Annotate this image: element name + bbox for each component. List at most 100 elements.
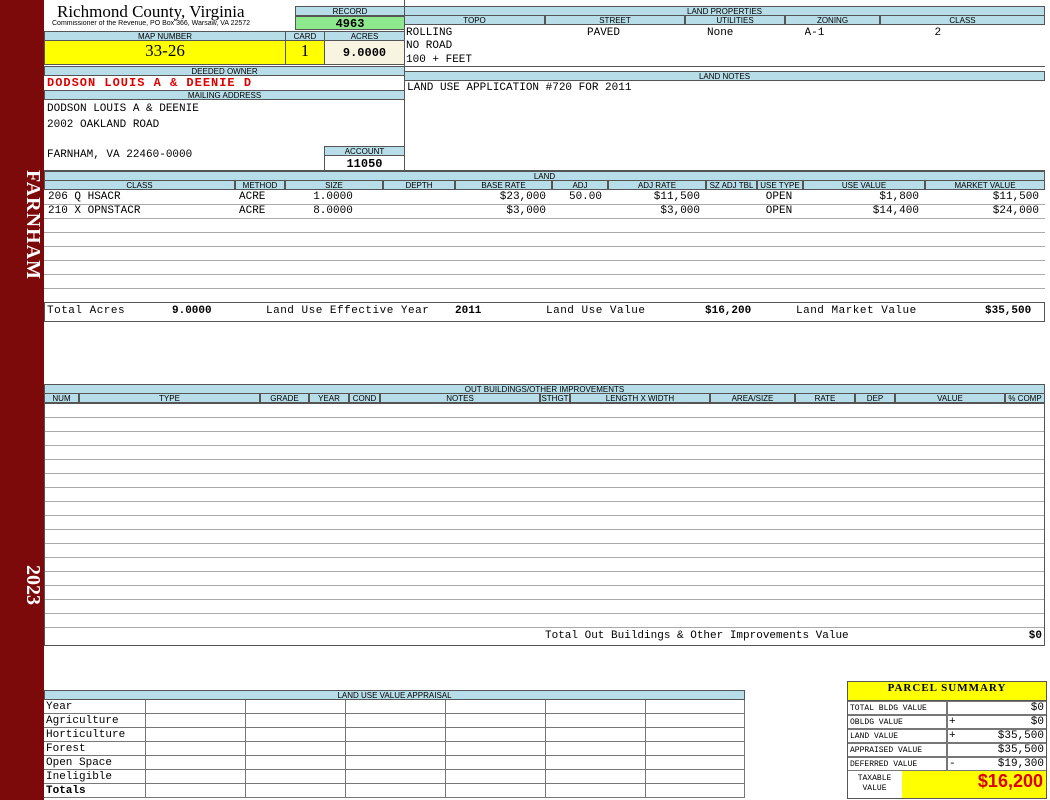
land-cell: $3,000 bbox=[506, 205, 546, 217]
land-cell: OPEN bbox=[765, 191, 793, 203]
rule bbox=[245, 700, 246, 798]
property-value: 2 bbox=[934, 27, 942, 39]
rule bbox=[44, 417, 1045, 418]
column-header: VALUE bbox=[895, 393, 1005, 403]
rule bbox=[44, 487, 1045, 488]
rule bbox=[445, 700, 446, 798]
column-header: ADJ RATE bbox=[608, 180, 706, 190]
summary-frame bbox=[847, 681, 1047, 799]
land-cell: ACRE bbox=[239, 205, 266, 217]
land-cell: $14,400 bbox=[872, 205, 919, 217]
summary-value: $35,500 bbox=[997, 744, 1044, 756]
rule bbox=[44, 170, 1045, 171]
account: 11050 bbox=[324, 155, 405, 171]
rule bbox=[145, 700, 146, 798]
property-value: PAVED bbox=[587, 27, 621, 39]
summary-sign: + bbox=[949, 716, 956, 728]
rule bbox=[44, 274, 1045, 275]
rule bbox=[44, 599, 1045, 600]
property-value: ROLLING bbox=[406, 27, 453, 39]
rule bbox=[44, 515, 1045, 516]
total-label: Land Use Value bbox=[546, 305, 646, 317]
land-use-row: Totals bbox=[46, 785, 86, 797]
rule bbox=[44, 543, 1045, 544]
summary-sign: - bbox=[949, 758, 956, 770]
column-header: COND bbox=[349, 393, 380, 403]
section-label: LAND USE VALUE APPRAISAL bbox=[44, 690, 745, 700]
rule bbox=[44, 473, 1045, 474]
land-use-row: Open Space bbox=[46, 757, 113, 769]
land-use-row: Ineligible bbox=[46, 771, 113, 783]
rule bbox=[44, 260, 1045, 261]
land-use-row: Horticulture bbox=[46, 729, 126, 741]
land-note: LAND USE APPLICATION #720 FOR 2011 bbox=[407, 82, 632, 94]
column-header: AREA/SIZE bbox=[710, 393, 795, 403]
land-cell: 206 Q HSACR bbox=[48, 191, 121, 203]
section-label: LAND NOTES bbox=[404, 71, 1045, 81]
section-label: MAILING ADDRESS bbox=[44, 90, 405, 100]
total-value: $35,500 bbox=[985, 305, 1032, 317]
totals-bar bbox=[44, 302, 1045, 322]
total-label: Total Acres bbox=[47, 305, 126, 317]
column-header: SIZE bbox=[285, 180, 383, 190]
column-header: CLASS bbox=[44, 180, 235, 190]
property-value: None bbox=[707, 27, 734, 39]
card: 1 bbox=[285, 40, 325, 65]
rule bbox=[744, 700, 745, 798]
column-header: % COMP bbox=[1005, 393, 1045, 403]
column-header: USE TYPE bbox=[757, 180, 803, 190]
rule bbox=[44, 431, 1045, 432]
land-cell: $3,000 bbox=[660, 205, 700, 217]
rule bbox=[44, 501, 1045, 502]
land-cell: $1,800 bbox=[879, 191, 919, 203]
total-value: 9.0000 bbox=[172, 305, 212, 317]
address-line: DODSON LOUIS A & DEENIE bbox=[47, 103, 199, 115]
column-header: RATE bbox=[795, 393, 855, 403]
map-number: 33-26 bbox=[44, 40, 286, 65]
rule bbox=[44, 783, 745, 784]
column-header: BASE RATE bbox=[455, 180, 552, 190]
land-cell: 210 X OPNSTACR bbox=[48, 205, 141, 217]
rule bbox=[44, 288, 1045, 289]
section-label: DEEDED OWNER bbox=[44, 66, 405, 76]
land-use-row: Forest bbox=[46, 743, 86, 755]
column-header: STREET bbox=[545, 15, 685, 25]
summary-sign: + bbox=[949, 730, 956, 742]
summary-value: $35,500 bbox=[997, 730, 1044, 742]
record-value: 4963 bbox=[295, 16, 405, 30]
taxable-value: $16,200 bbox=[902, 771, 1047, 798]
acres: 9.0000 bbox=[324, 40, 405, 65]
column-header: CLASS bbox=[880, 15, 1045, 25]
year: 2023 bbox=[22, 565, 44, 605]
rule bbox=[645, 700, 646, 798]
land-cell: ACRE bbox=[239, 191, 266, 203]
column-header: DEP bbox=[855, 393, 895, 403]
rule bbox=[44, 218, 1045, 219]
town: FARNHAM bbox=[22, 170, 44, 280]
total-value: 2011 bbox=[455, 305, 482, 317]
property-value: NO ROAD bbox=[406, 40, 453, 52]
rule bbox=[44, 571, 1045, 572]
rule bbox=[44, 627, 1045, 628]
rule bbox=[404, 0, 405, 171]
rule bbox=[44, 246, 1045, 247]
owner: DODSON LOUIS A & DEENIE D bbox=[47, 76, 253, 90]
outbuildings-total: $0 bbox=[1028, 630, 1042, 642]
total-value: $16,200 bbox=[705, 305, 752, 317]
land-cell: OPEN bbox=[765, 205, 793, 217]
column-header: LENGTH X WIDTH bbox=[570, 393, 710, 403]
rule bbox=[44, 557, 1045, 558]
rule bbox=[44, 755, 745, 756]
column-header: STHGT bbox=[540, 393, 570, 403]
rule bbox=[44, 797, 745, 798]
summary-value: $0 bbox=[1030, 716, 1044, 728]
land-use-row: Agriculture bbox=[46, 715, 119, 727]
land-cell: $11,500 bbox=[992, 191, 1039, 203]
address-line: 2002 OAKLAND ROAD bbox=[47, 119, 160, 131]
county: Richmond County, Virginia bbox=[57, 2, 245, 21]
section-label: RECORD bbox=[295, 6, 405, 16]
land-cell: $24,000 bbox=[992, 205, 1039, 217]
total-label: Land Use Effective Year bbox=[266, 305, 430, 317]
rule bbox=[404, 66, 1045, 67]
rule bbox=[44, 713, 745, 714]
